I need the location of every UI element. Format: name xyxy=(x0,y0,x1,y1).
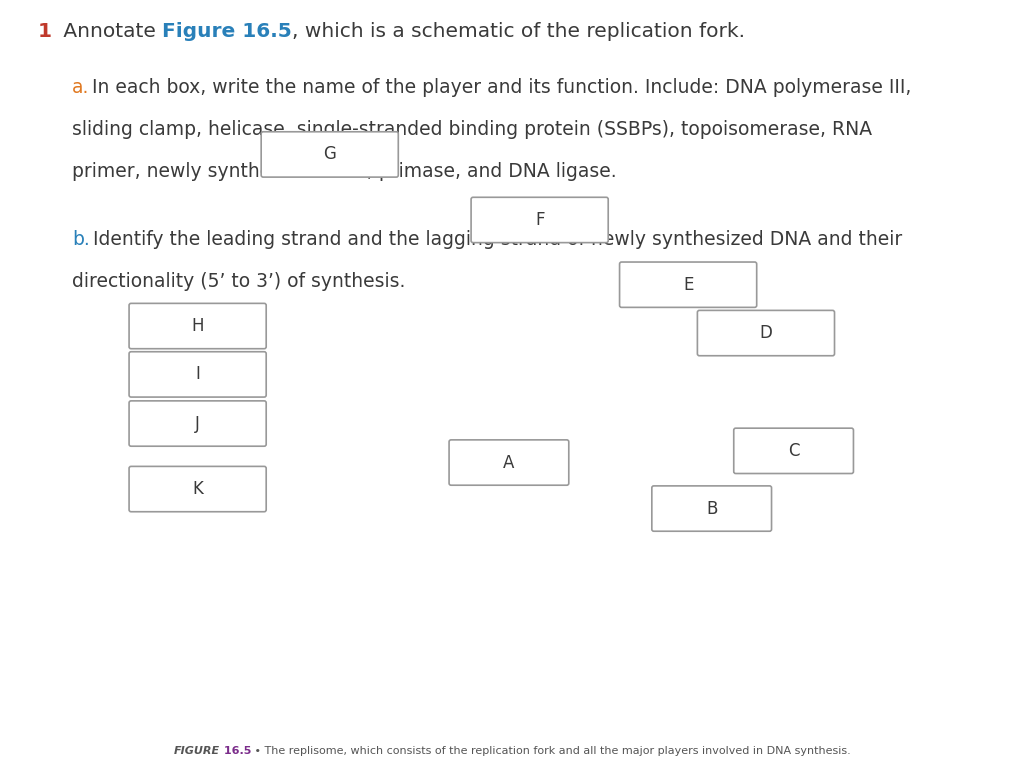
Text: .: . xyxy=(240,320,244,333)
FancyBboxPatch shape xyxy=(129,303,266,349)
FancyBboxPatch shape xyxy=(697,310,835,356)
Text: J: J xyxy=(196,414,200,433)
FancyBboxPatch shape xyxy=(652,486,771,531)
Text: Identify the leading strand and the lagging strand of newly synthesized DNA and : Identify the leading strand and the lagg… xyxy=(93,230,902,249)
Text: In each box, write the name of the player and its function. Include: DNA polymer: In each box, write the name of the playe… xyxy=(92,78,911,97)
FancyBboxPatch shape xyxy=(471,197,608,243)
FancyBboxPatch shape xyxy=(450,440,568,485)
Text: I: I xyxy=(196,365,200,384)
Text: F: F xyxy=(535,211,545,229)
FancyBboxPatch shape xyxy=(620,262,757,307)
Text: primer, newly synthesized DNA, primase, and DNA ligase.: primer, newly synthesized DNA, primase, … xyxy=(72,162,616,181)
Text: • The replisome, which consists of the replication fork and all the major player: • The replisome, which consists of the r… xyxy=(251,746,851,756)
Text: C: C xyxy=(787,441,800,460)
FancyBboxPatch shape xyxy=(734,428,853,473)
Text: B: B xyxy=(706,499,718,518)
Text: Annotate: Annotate xyxy=(57,22,162,41)
FancyBboxPatch shape xyxy=(129,401,266,446)
Text: Figure 16.5: Figure 16.5 xyxy=(162,22,292,41)
FancyBboxPatch shape xyxy=(129,352,266,397)
Text: b.: b. xyxy=(72,230,90,249)
Text: K: K xyxy=(193,480,203,498)
Text: H: H xyxy=(191,317,204,335)
Text: E: E xyxy=(683,275,693,294)
Text: G: G xyxy=(324,145,336,164)
FancyBboxPatch shape xyxy=(129,466,266,512)
Text: a.: a. xyxy=(72,78,89,97)
Text: 1: 1 xyxy=(38,22,52,41)
FancyBboxPatch shape xyxy=(261,132,398,177)
Text: A: A xyxy=(503,453,515,472)
Text: directionality (5’ to 3’) of synthesis.: directionality (5’ to 3’) of synthesis. xyxy=(72,272,406,291)
Text: 16.5: 16.5 xyxy=(219,746,251,756)
Text: FIGURE: FIGURE xyxy=(173,746,219,756)
Text: D: D xyxy=(760,324,772,342)
Text: , which is a schematic of the replication fork.: , which is a schematic of the replicatio… xyxy=(292,22,745,41)
Text: sliding clamp, helicase, single-stranded binding protein (SSBPs), topoisomerase,: sliding clamp, helicase, single-stranded… xyxy=(72,120,872,139)
